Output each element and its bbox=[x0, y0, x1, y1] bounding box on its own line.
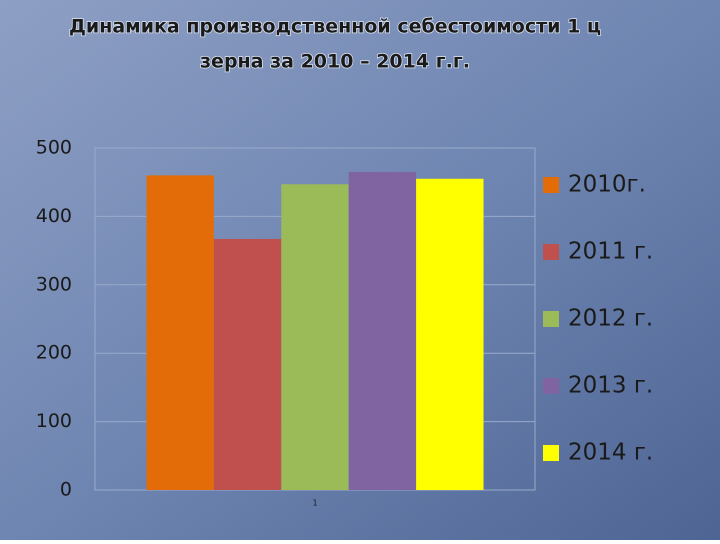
legend-label: 2013 г. bbox=[568, 373, 653, 399]
x-tick-label: 1 bbox=[312, 499, 317, 508]
legend-label: 2010г. bbox=[568, 172, 646, 198]
chart-title: Динамика производственной себестоимости … bbox=[69, 16, 601, 38]
legend-swatch bbox=[543, 311, 559, 327]
y-tick-label: 300 bbox=[36, 273, 72, 295]
y-tick-label: 200 bbox=[36, 342, 72, 364]
y-tick-label: 500 bbox=[36, 137, 72, 159]
legend-swatch bbox=[543, 378, 559, 394]
legend-label: 2014 г. bbox=[568, 440, 653, 466]
chart-title: зерна за 2010 – 2014 г.г. bbox=[200, 51, 470, 73]
legend-swatch bbox=[543, 244, 559, 260]
y-tick-label: 400 bbox=[36, 205, 72, 227]
y-tick-label: 0 bbox=[60, 479, 72, 501]
legend-swatch bbox=[543, 445, 559, 461]
legend-label: 2012 г. bbox=[568, 306, 653, 332]
bar bbox=[416, 178, 484, 490]
bar bbox=[348, 171, 417, 490]
bar bbox=[146, 175, 214, 491]
bar bbox=[281, 184, 349, 490]
legend-label: 2011 г. bbox=[568, 239, 653, 265]
bar bbox=[213, 238, 282, 490]
legend-swatch bbox=[543, 177, 559, 193]
y-tick-label: 100 bbox=[36, 410, 72, 432]
